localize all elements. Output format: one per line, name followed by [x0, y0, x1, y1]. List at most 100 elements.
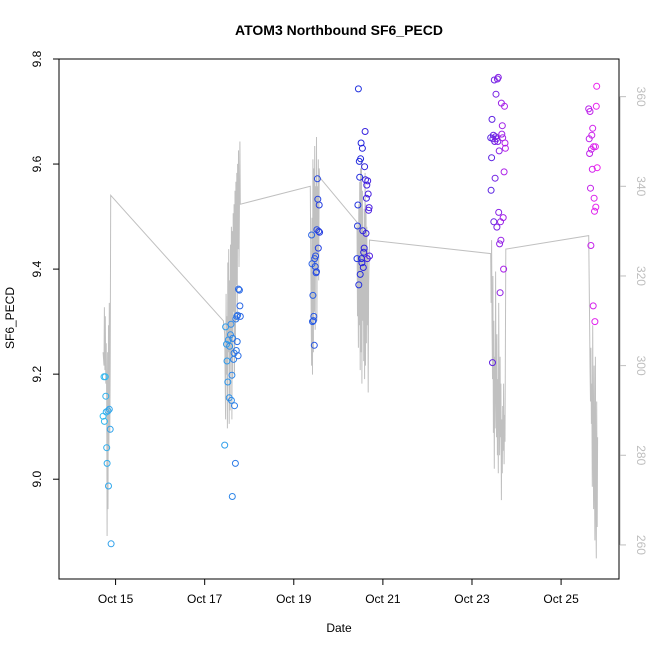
data-point: [224, 378, 232, 386]
data-point: [223, 357, 231, 365]
data-point: [227, 396, 235, 404]
data-point: [587, 242, 595, 249]
data-point: [233, 338, 241, 346]
x-tick-label: Oct 21: [365, 592, 401, 606]
data-point: [357, 155, 365, 163]
y2-tick-label: 360: [634, 87, 648, 107]
data-point: [498, 122, 506, 130]
data-points: [99, 73, 601, 548]
data-point: [235, 286, 243, 294]
secondary-y-axis: 260 280 300 320 340 360: [619, 87, 648, 555]
plot-frame: [58, 58, 620, 580]
chart-title: ATOM3 Northbound SF6_PECD: [235, 22, 443, 38]
data-point: [588, 165, 596, 173]
y2-tick-label: 280: [634, 445, 648, 465]
y2-tick-label: 260: [634, 535, 648, 555]
data-point: [222, 323, 230, 331]
data-point: [308, 231, 316, 239]
data-point: [105, 482, 112, 490]
data-point: [494, 73, 502, 81]
data-point: [495, 147, 503, 155]
data-point: [360, 248, 368, 256]
data-point: [236, 302, 244, 310]
data-point: [488, 154, 496, 162]
data-point: [488, 115, 496, 123]
data-point: [354, 201, 362, 209]
data-point: [362, 229, 370, 237]
data-point: [501, 144, 509, 152]
data-point: [358, 144, 366, 152]
data-point: [226, 342, 234, 350]
data-point: [221, 441, 229, 449]
data-point: [228, 371, 236, 379]
x-tick-label: Oct 25: [543, 592, 579, 606]
data-point: [365, 204, 373, 212]
data-point: [589, 302, 597, 310]
x-tick-label: Oct 19: [276, 592, 312, 606]
data-point: [591, 207, 598, 215]
data-point: [229, 334, 237, 342]
data-point: [501, 102, 508, 110]
data-point: [106, 425, 114, 433]
data-point: [489, 359, 496, 367]
data-point: [314, 244, 322, 252]
data-point: [365, 206, 373, 214]
data-point: [313, 268, 320, 276]
x-tick-label: Oct 15: [98, 592, 134, 606]
data-point: [498, 130, 506, 138]
data-point: [501, 139, 509, 147]
data-point: [500, 265, 508, 273]
y-tick-label: 9.4: [30, 260, 44, 277]
y-tick-label: 9.6: [30, 155, 44, 172]
data-point: [492, 90, 500, 98]
data-point: [496, 289, 504, 297]
data-point: [315, 201, 323, 209]
data-point: [228, 493, 236, 500]
data-point: [236, 312, 244, 320]
data-point: [315, 227, 323, 235]
data-point: [491, 174, 499, 182]
data-point: [361, 163, 369, 171]
secondary-series-line: [102, 136, 599, 559]
data-point: [102, 392, 110, 400]
data-point: [497, 236, 505, 244]
y2-tick-label: 300: [634, 356, 648, 376]
data-point: [362, 194, 370, 202]
data-point: [354, 222, 361, 230]
data-point: [312, 252, 320, 260]
data-point: [589, 124, 597, 132]
data-point: [499, 214, 507, 222]
data-point: [593, 164, 601, 172]
data-point: [313, 175, 321, 183]
y2-tick-label: 320: [634, 266, 648, 286]
data-point: [495, 208, 503, 216]
data-point: [227, 320, 235, 328]
data-point: [593, 82, 601, 90]
data-point: [591, 143, 599, 151]
data-point: [592, 102, 600, 110]
data-point: [104, 407, 112, 415]
data-point: [235, 285, 242, 293]
data-point: [233, 312, 241, 320]
data-point: [100, 417, 108, 425]
data-point: [363, 181, 371, 189]
y-tick-label: 9.0: [30, 471, 44, 488]
data-point: [353, 255, 361, 263]
x-tick-label: Oct 23: [454, 592, 490, 606]
data-point: [310, 312, 318, 320]
data-point: [101, 373, 109, 381]
data-point: [356, 270, 364, 278]
y-tick-label: 9.2: [30, 365, 44, 382]
data-point: [103, 444, 111, 452]
data-point: [310, 341, 318, 349]
data-point: [105, 405, 113, 413]
data-point: [231, 459, 239, 467]
data-point: [358, 259, 366, 267]
data-point: [309, 318, 316, 326]
data-point: [316, 228, 324, 236]
series-line: [102, 136, 599, 559]
data-point: [364, 177, 372, 185]
y-axis-label: SF6_PECD: [3, 287, 17, 349]
x-axis: Oct 15 Oct 17 Oct 19 Oct 21 Oct 23 Oct 25: [98, 579, 579, 606]
